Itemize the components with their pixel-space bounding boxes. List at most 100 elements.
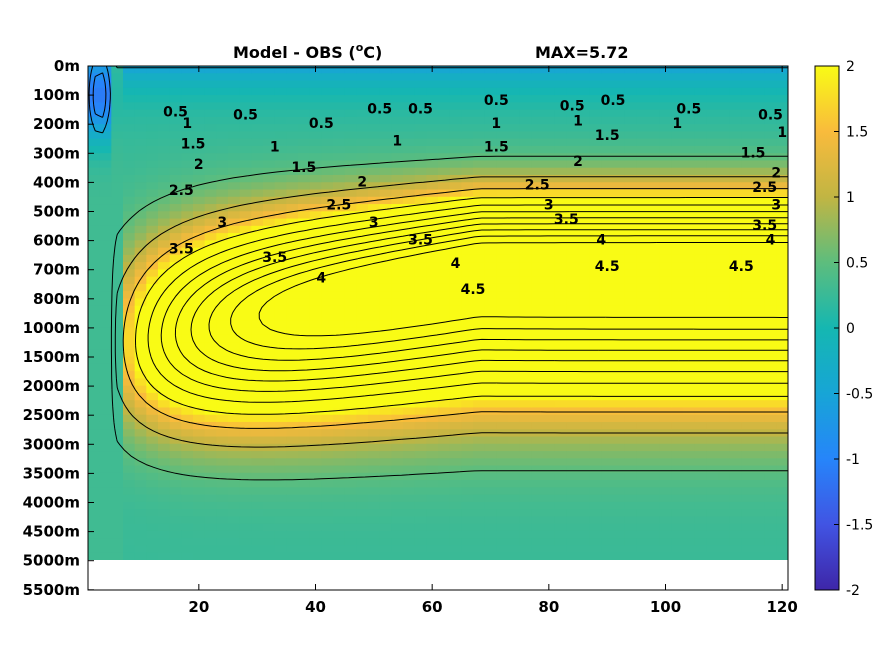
heatmap-cell: [624, 349, 637, 358]
heatmap-cell: [368, 73, 381, 82]
heatmap-cell: [134, 182, 147, 191]
heatmap-cell: [123, 378, 136, 387]
contour-label: 1.5: [741, 145, 766, 161]
heatmap-cell: [461, 196, 474, 205]
heatmap-cell: [554, 363, 567, 372]
heatmap-cell: [683, 443, 696, 452]
heatmap-cell: [216, 167, 229, 176]
contour-lines: [88, 66, 788, 481]
heatmap-cell: [659, 349, 672, 358]
heatmap-cell: [379, 407, 392, 416]
heatmap-cell: [449, 291, 462, 300]
heatmap-cell: [344, 283, 357, 292]
heatmap-cell: [706, 276, 719, 285]
heatmap-cell: [309, 407, 322, 416]
heatmap-cell: [88, 182, 101, 191]
heatmap-cell: [158, 189, 171, 198]
heatmap-cell: [123, 305, 136, 314]
heatmap-cell: [204, 269, 217, 278]
heatmap-cell: [263, 189, 276, 198]
heatmap-cell: [438, 189, 451, 198]
heatmap-cell: [193, 262, 206, 271]
heatmap-cell: [706, 291, 719, 300]
heatmap-cell: [496, 552, 509, 560]
heatmap-cell: [391, 472, 404, 481]
heatmap-cell: [99, 363, 112, 372]
heatmap-cell: [263, 283, 276, 292]
heatmap-cell: [111, 225, 124, 234]
heatmap-cell: [134, 407, 147, 416]
heatmap-cell: [286, 116, 299, 125]
heatmap-cell: [88, 334, 101, 343]
heatmap-cell: [741, 494, 754, 503]
heatmap-cell: [706, 262, 719, 271]
heatmap-cell: [624, 458, 637, 467]
heatmap-cell: [426, 87, 439, 96]
heatmap-cell: [508, 327, 521, 336]
heatmap-cell: [694, 247, 707, 256]
heatmap-cell: [531, 80, 544, 89]
heatmap-cell: [309, 80, 322, 89]
heatmap-cell: [426, 509, 439, 518]
heatmap-cell: [613, 530, 626, 539]
heatmap-cell: [321, 494, 334, 503]
heatmap-cell: [158, 465, 171, 474]
heatmap-cell: [683, 371, 696, 379]
heatmap-cell: [391, 487, 404, 496]
heatmap-cell: [309, 523, 322, 532]
heatmap-cell: [169, 160, 182, 169]
heatmap-cell: [251, 247, 264, 256]
heatmap-cell: [764, 189, 777, 198]
heatmap-cell: [578, 291, 591, 300]
heatmap-cell: [403, 429, 416, 438]
heatmap-cell: [508, 349, 521, 358]
heatmap-cell: [624, 138, 637, 147]
heatmap-cell: [578, 327, 591, 336]
heatmap-cell: [169, 276, 182, 285]
heatmap-cell: [449, 342, 462, 350]
heatmap-cell: [181, 233, 194, 241]
heatmap-cell: [624, 153, 637, 162]
heatmap-cell: [496, 407, 509, 416]
heatmap-cell: [776, 538, 788, 547]
heatmap-cell: [554, 480, 567, 488]
heatmap-cell: [263, 167, 276, 176]
heatmap-cell: [601, 436, 614, 445]
heatmap-cell: [134, 421, 147, 430]
heatmap-cell: [123, 145, 136, 154]
heatmap-cell: [659, 254, 672, 263]
heatmap-cell: [706, 349, 719, 358]
heatmap-cell: [589, 298, 602, 307]
heatmap-cell: [251, 167, 264, 176]
heatmap-cell: [706, 305, 719, 314]
heatmap-cell: [368, 109, 381, 118]
heatmap-cell: [333, 167, 346, 176]
heatmap-cell: [554, 516, 567, 525]
heatmap-cell: [298, 487, 311, 496]
heatmap-cell: [321, 95, 334, 103]
heatmap-cell: [274, 189, 287, 198]
heatmap-cell: [753, 283, 766, 292]
heatmap-cell: [578, 371, 591, 379]
heatmap-cell: [403, 458, 416, 467]
heatmap-cell: [228, 472, 241, 481]
heatmap-cell: [776, 436, 788, 445]
heatmap-cell: [706, 182, 719, 191]
heatmap-cell: [99, 262, 112, 271]
heatmap-cell: [438, 80, 451, 89]
heatmap-cell: [648, 414, 661, 423]
heatmap-cell: [741, 378, 754, 387]
heatmap-cell: [356, 116, 369, 125]
heatmap-cell: [286, 414, 299, 423]
heatmap-cell: [613, 116, 626, 125]
heatmap-cell: [298, 189, 311, 198]
heatmap-cell: [683, 530, 696, 539]
heatmap-cell: [438, 73, 451, 82]
heatmap-cell: [99, 327, 112, 336]
heatmap-cell: [391, 109, 404, 118]
heatmap-cell: [508, 501, 521, 510]
heatmap-cell: [776, 87, 788, 96]
heatmap-cell: [601, 552, 614, 560]
heatmap-cell: [356, 421, 369, 430]
heatmap-cell: [356, 174, 369, 183]
